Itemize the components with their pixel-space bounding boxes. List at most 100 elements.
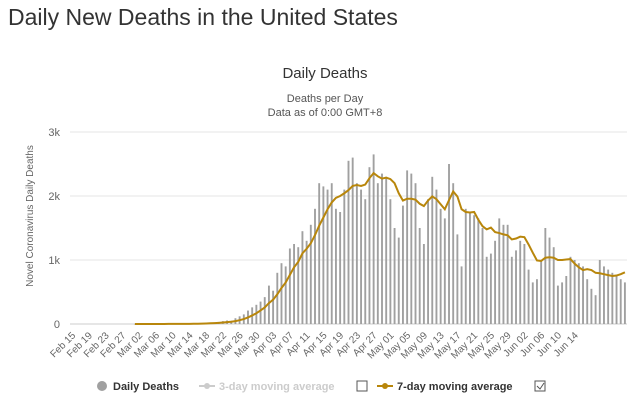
bar-day-55[interactable] — [301, 231, 304, 324]
bar-day-57[interactable] — [309, 224, 312, 324]
bar-day-125[interactable] — [594, 295, 597, 324]
bar-day-45[interactable] — [259, 301, 262, 324]
bar-day-71[interactable] — [368, 167, 371, 324]
bar-day-115[interactable] — [552, 247, 555, 324]
legend-7-day-checkbox[interactable] — [534, 380, 546, 392]
bar-day-114[interactable] — [548, 237, 551, 324]
bar-day-44[interactable] — [255, 304, 258, 324]
bar-day-49[interactable] — [276, 272, 279, 324]
bar-day-83[interactable] — [418, 228, 421, 324]
bar-day-124[interactable] — [590, 288, 593, 324]
legend-item-daily-deaths[interactable]: Daily Deaths — [97, 381, 179, 393]
bar-day-72[interactable] — [372, 154, 375, 324]
bar-day-123[interactable] — [586, 279, 589, 324]
bar-day-127[interactable] — [603, 266, 605, 324]
bar-day-61[interactable] — [326, 189, 329, 324]
bar-day-47[interactable] — [267, 285, 270, 324]
bar-day-75[interactable] — [385, 176, 388, 324]
bar-day-52[interactable] — [288, 248, 291, 324]
bar-day-79[interactable] — [402, 205, 404, 324]
bar-day-60[interactable] — [322, 186, 325, 324]
bar-day-92[interactable] — [456, 234, 459, 324]
bar-day-119[interactable] — [569, 256, 572, 324]
bar-day-106[interactable] — [515, 250, 517, 324]
bar-day-97[interactable] — [477, 218, 480, 324]
bar-day-129[interactable] — [611, 272, 614, 324]
bar-day-103[interactable] — [502, 224, 505, 324]
bar-day-53[interactable] — [293, 244, 295, 324]
bar-day-101[interactable] — [494, 240, 497, 324]
bar-day-51[interactable] — [284, 266, 287, 324]
bar-day-67[interactable] — [351, 157, 354, 324]
bar-day-76[interactable] — [389, 199, 392, 324]
bar-day-63[interactable] — [334, 208, 337, 324]
bar-day-108[interactable] — [523, 244, 526, 324]
bar-day-70[interactable] — [364, 199, 367, 324]
bar-day-80[interactable] — [406, 170, 409, 324]
bar-day-105[interactable] — [510, 256, 513, 324]
bar-day-89[interactable] — [443, 218, 446, 324]
bar-day-107[interactable] — [519, 240, 522, 324]
bar-day-73[interactable] — [376, 183, 379, 324]
bar-day-109[interactable] — [527, 269, 530, 324]
bar-day-85[interactable] — [427, 199, 430, 324]
bar-day-48[interactable] — [272, 290, 275, 324]
bar-day-81[interactable] — [410, 173, 413, 324]
bar-day-104[interactable] — [506, 224, 509, 324]
daily-deaths-bars — [133, 154, 626, 325]
bar-day-91[interactable] — [452, 183, 455, 324]
bar-day-96[interactable] — [473, 215, 476, 324]
legend-3-day-checkbox[interactable] — [356, 380, 368, 392]
bar-day-126[interactable] — [598, 260, 601, 324]
bar-day-100[interactable] — [489, 253, 492, 324]
bar-day-62[interactable] — [330, 183, 333, 324]
bar-day-69[interactable] — [360, 189, 363, 324]
bar-day-84[interactable] — [422, 244, 425, 324]
bar-day-54[interactable] — [297, 247, 300, 324]
seven-day-average-path[interactable] — [134, 171, 626, 325]
bar-day-56[interactable] — [305, 240, 308, 324]
bar-day-46[interactable] — [263, 297, 266, 324]
bar-day-118[interactable] — [565, 276, 568, 324]
bar-day-110[interactable] — [531, 282, 534, 324]
legend-7-day-symbol-dot — [382, 383, 388, 389]
bar-day-58[interactable] — [314, 208, 316, 324]
bar-day-88[interactable] — [439, 208, 442, 324]
bar-day-120[interactable] — [573, 260, 576, 324]
bar-day-113[interactable] — [544, 228, 547, 324]
bar-day-94[interactable] — [464, 208, 467, 324]
bar-day-87[interactable] — [435, 189, 438, 324]
bar-day-122[interactable] — [582, 266, 584, 324]
bar-day-132[interactable] — [623, 282, 626, 324]
bar-day-64[interactable] — [339, 212, 342, 324]
bar-day-82[interactable] — [414, 183, 417, 324]
bar-day-99[interactable] — [485, 256, 488, 324]
legend-item-3-day-average[interactable]: 3-day moving average — [199, 381, 335, 393]
legend-item-7-day-average[interactable]: 7-day moving average — [377, 381, 513, 393]
bar-day-93[interactable] — [460, 266, 463, 324]
bar-day-130[interactable] — [615, 276, 618, 324]
bar-day-102[interactable] — [498, 218, 501, 324]
bar-day-121[interactable] — [577, 263, 580, 324]
bar-day-116[interactable] — [556, 285, 559, 324]
bar-day-66[interactable] — [347, 160, 350, 324]
chart-title: Daily Deaths — [282, 65, 367, 82]
legend-7-day-checkbox-box — [534, 380, 546, 392]
bar-day-77[interactable] — [393, 228, 396, 324]
bar-day-95[interactable] — [469, 212, 471, 324]
bar-day-59[interactable] — [318, 183, 321, 324]
bar-day-111[interactable] — [536, 279, 538, 324]
bar-day-50[interactable] — [280, 263, 283, 324]
bar-day-128[interactable] — [607, 269, 610, 324]
bar-day-74[interactable] — [381, 173, 383, 324]
bar-day-90[interactable] — [448, 164, 450, 324]
bar-day-112[interactable] — [540, 260, 543, 324]
bar-day-131[interactable] — [619, 279, 622, 324]
bar-day-117[interactable] — [561, 282, 564, 324]
bar-day-78[interactable] — [397, 237, 400, 324]
bar-day-98[interactable] — [481, 228, 484, 324]
y-tick-label: 1k — [48, 255, 60, 267]
bar-day-86[interactable] — [431, 176, 434, 324]
bar-day-68[interactable] — [355, 183, 358, 324]
bar-day-65[interactable] — [343, 189, 346, 324]
